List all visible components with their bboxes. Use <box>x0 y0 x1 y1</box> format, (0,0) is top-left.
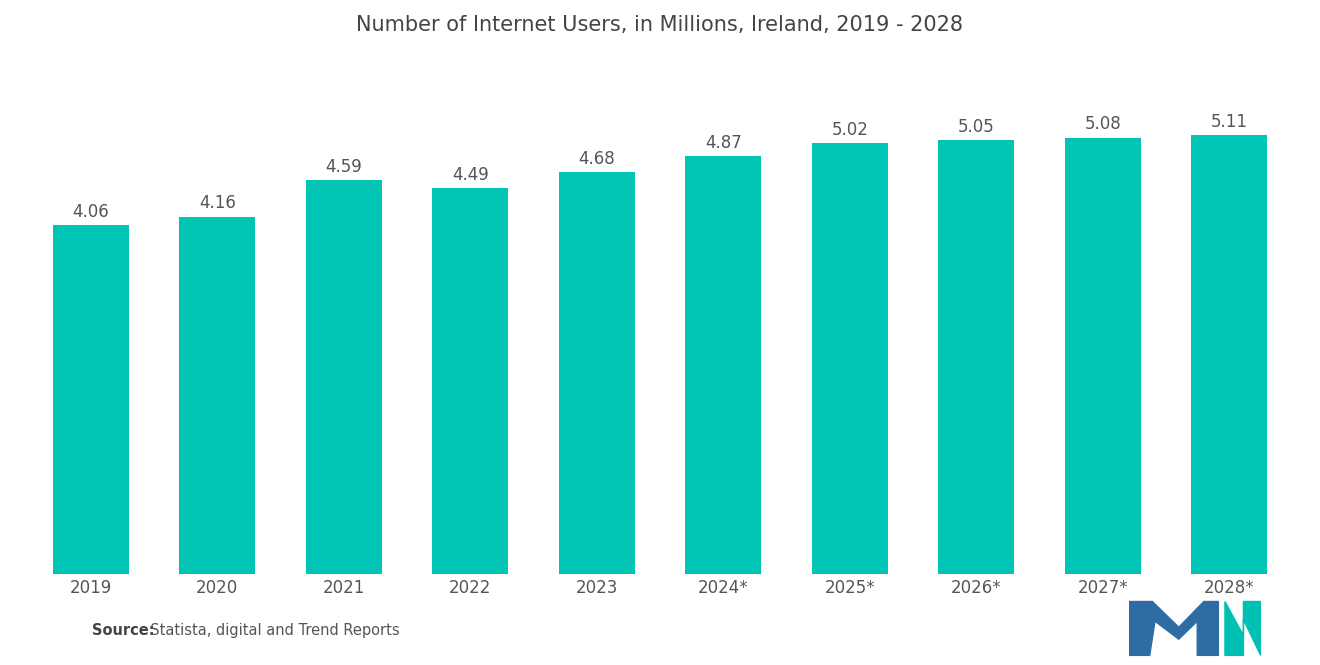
Bar <box>558 172 635 574</box>
Text: 4.49: 4.49 <box>451 166 488 184</box>
Text: 5.11: 5.11 <box>1210 113 1247 131</box>
Bar <box>685 156 762 574</box>
Bar <box>53 225 129 574</box>
Text: 5.02: 5.02 <box>832 120 869 138</box>
Text: 4.16: 4.16 <box>199 194 236 213</box>
Bar <box>1065 138 1140 574</box>
Text: 5.08: 5.08 <box>1084 116 1121 134</box>
Bar <box>939 140 1014 574</box>
Text: 4.87: 4.87 <box>705 134 742 152</box>
Title: Number of Internet Users, in Millions, Ireland, 2019 - 2028: Number of Internet Users, in Millions, I… <box>356 15 964 35</box>
Bar <box>306 180 381 574</box>
Text: 5.05: 5.05 <box>958 118 994 136</box>
Text: 4.06: 4.06 <box>73 203 110 221</box>
Bar <box>1191 135 1267 574</box>
Polygon shape <box>1225 601 1261 656</box>
Text: 4.59: 4.59 <box>326 158 362 176</box>
Polygon shape <box>1129 601 1218 656</box>
Text: 4.68: 4.68 <box>578 150 615 168</box>
Text: Source:: Source: <box>92 623 154 638</box>
Bar <box>433 188 508 574</box>
Text: Statista, digital and Trend Reports: Statista, digital and Trend Reports <box>141 623 400 638</box>
Bar <box>180 217 255 574</box>
Bar <box>812 143 887 574</box>
